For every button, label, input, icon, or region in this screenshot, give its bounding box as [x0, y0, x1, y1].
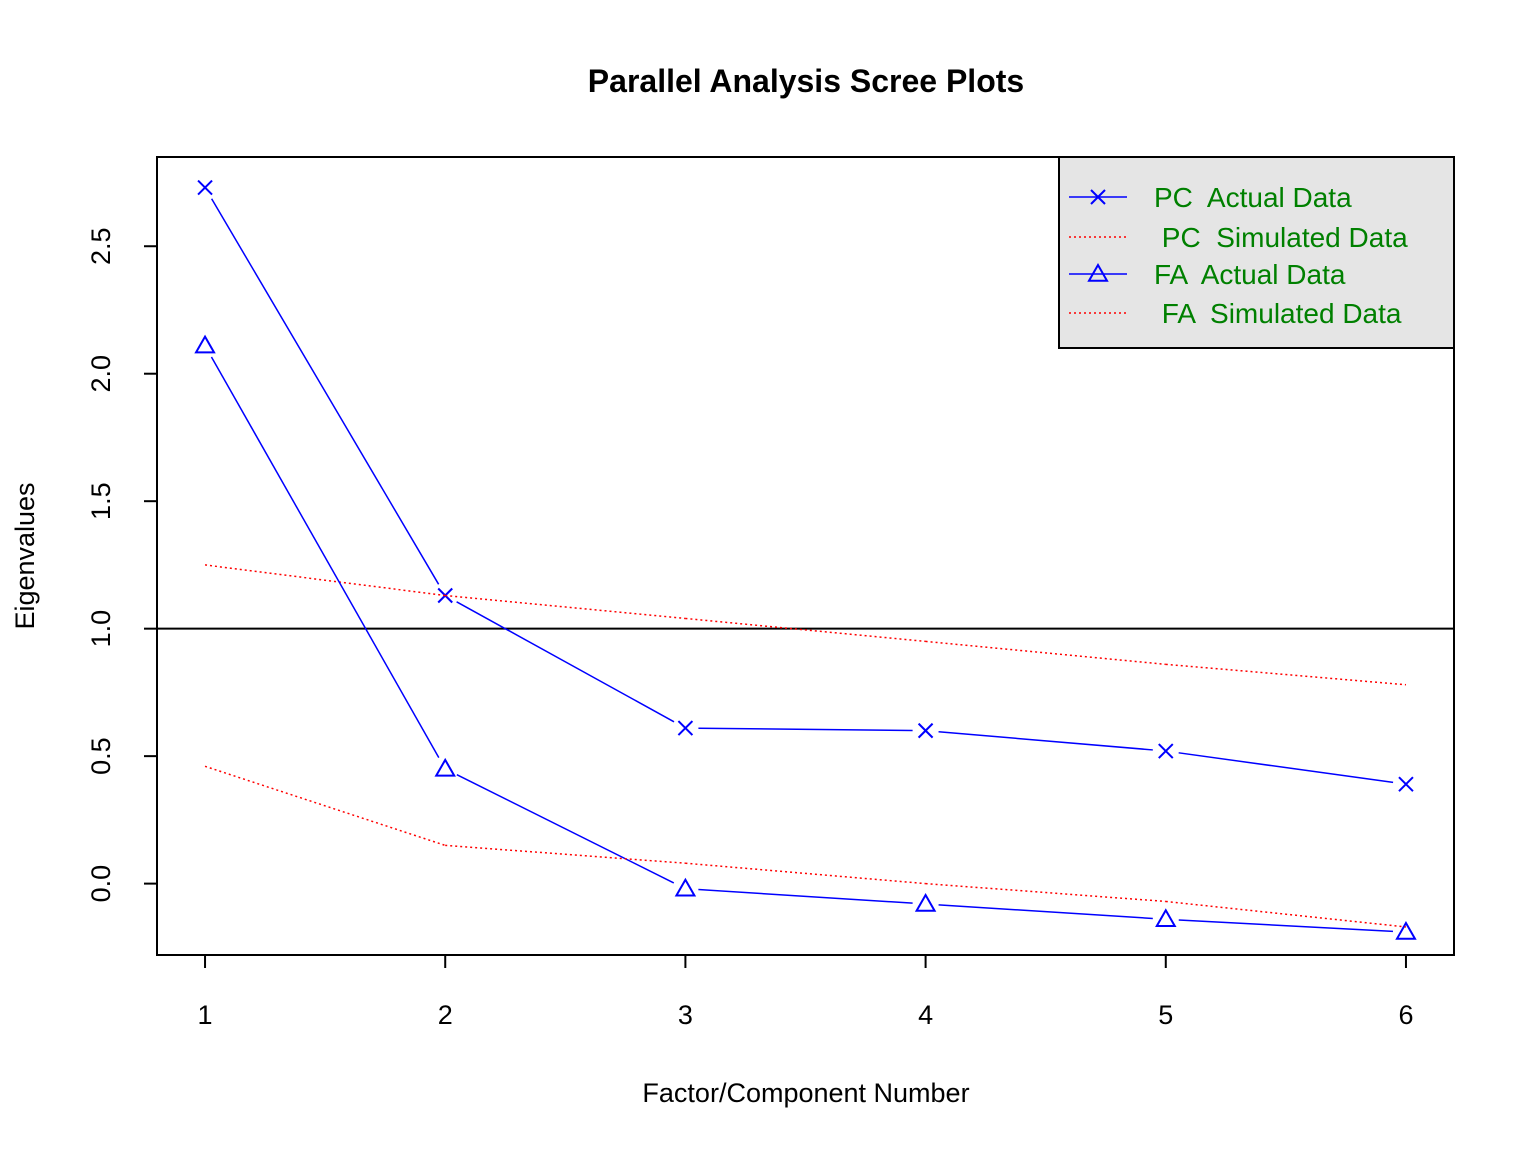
series-4 [204, 765, 1407, 928]
y-tick-label: 2.5 [86, 227, 116, 265]
legend-item: FA Actual Data [1069, 259, 1346, 290]
series-segment [456, 601, 675, 723]
legend-label: FA Simulated Data [1154, 298, 1402, 329]
series-segment [204, 564, 446, 597]
series-segment [204, 765, 446, 847]
data-point [1155, 908, 1177, 928]
y-axis: 0.0 0.5 1.0 1.5 2.0 2.5 [86, 227, 158, 903]
data-point [194, 334, 216, 354]
series-segment [1165, 900, 1407, 928]
series-segment [1178, 752, 1394, 784]
x-tick-label: 3 [678, 1000, 693, 1030]
data-point [197, 179, 213, 196]
x-tick-label: 4 [918, 1000, 933, 1030]
data-point [434, 757, 456, 777]
series-segment [925, 640, 1166, 666]
series-3 [194, 334, 1417, 940]
series-segment [210, 198, 440, 585]
y-tick-label: 1.5 [86, 482, 116, 520]
legend-marker [1090, 189, 1106, 205]
legend-item: PC Actual Data [1069, 182, 1352, 213]
data-point [914, 892, 937, 912]
series-segment [938, 730, 1153, 751]
series-segment [1165, 663, 1407, 686]
data-point [1395, 921, 1417, 940]
series-segment [698, 727, 913, 732]
series-segment [456, 774, 675, 884]
series-layer [194, 179, 1417, 940]
legend-label: FA Actual Data [1154, 259, 1346, 290]
x-axis: 1 2 3 4 5 6 [198, 954, 1413, 1030]
series-1 [197, 179, 1414, 792]
series-segment [685, 862, 926, 885]
legend-box [1058, 156, 1455, 349]
data-point [1398, 776, 1414, 792]
legend-item: FA Simulated Data [1069, 298, 1402, 329]
legend-item: PC Simulated Data [1069, 222, 1408, 253]
chart-title: Parallel Analysis Scree Plots [588, 63, 1024, 99]
series-segment [210, 356, 440, 758]
series-segment [445, 594, 686, 620]
data-point [917, 722, 934, 739]
legend-marker [1087, 262, 1109, 282]
data-point [674, 877, 697, 897]
x-tick-label: 6 [1398, 1000, 1413, 1030]
series-segment [938, 904, 1153, 920]
series-segment [685, 617, 926, 643]
series-segment [445, 844, 686, 864]
legend-label: PC Simulated Data [1154, 222, 1408, 253]
data-point [677, 720, 694, 736]
y-tick-label: 0.0 [86, 865, 116, 903]
series-segment [698, 888, 913, 904]
series-segment [925, 882, 1166, 903]
x-tick-label: 5 [1158, 1000, 1173, 1030]
y-tick-label: 2.0 [86, 355, 116, 393]
x-tick-label: 2 [438, 1000, 453, 1030]
legend-label: PC Actual Data [1154, 182, 1352, 213]
series-2 [204, 564, 1407, 686]
y-tick-label: 1.0 [86, 610, 116, 648]
y-tick-label: 0.5 [86, 737, 116, 775]
x-axis-label: Factor/Component Number [642, 1078, 969, 1108]
y-axis-label: Eigenvalues [10, 482, 40, 629]
legend: PC Actual Data PC Simulated Data FA Actua… [1058, 156, 1455, 349]
x-tick-label: 1 [198, 1000, 213, 1030]
data-point [1158, 743, 1174, 759]
series-segment [1178, 919, 1394, 933]
